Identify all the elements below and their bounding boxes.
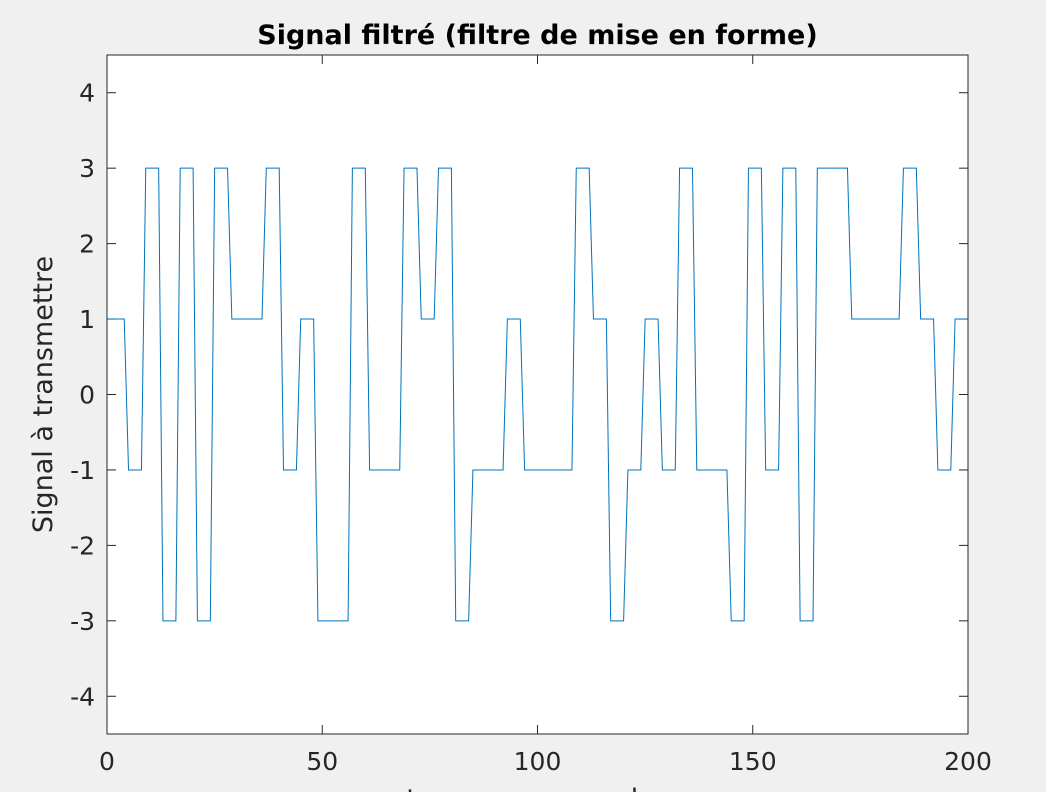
y-tick-label: -2: [70, 531, 95, 560]
y-axis-label: Signal à transmettre: [28, 256, 59, 533]
y-tick-label: -3: [70, 607, 95, 636]
x-axis-label: temps en secondes: [406, 784, 669, 792]
axes-box: [106, 54, 969, 735]
y-tick-label: 1: [79, 305, 95, 334]
x-tick-label: 0: [99, 747, 115, 776]
y-tick-label: 0: [79, 381, 95, 410]
chart-title: Signal filtré (filtre de mise en forme): [257, 20, 817, 51]
y-tick-label: 4: [79, 79, 95, 108]
x-tick-label: 100: [514, 747, 562, 776]
y-tick-label: 2: [79, 230, 95, 259]
plot-area: [107, 55, 968, 734]
y-tick-label: 3: [79, 154, 95, 183]
x-tick-label: 150: [729, 747, 777, 776]
y-tick-label: -1: [70, 456, 95, 485]
y-tick-label: -4: [70, 682, 95, 711]
ticks: 0 50 100 150 200 -4 -3 -2 -1 0 1 2 3 4: [70, 55, 992, 776]
series-line: [107, 167, 968, 622]
x-tick-label: 200: [944, 747, 992, 776]
x-tick-label: 50: [306, 747, 338, 776]
